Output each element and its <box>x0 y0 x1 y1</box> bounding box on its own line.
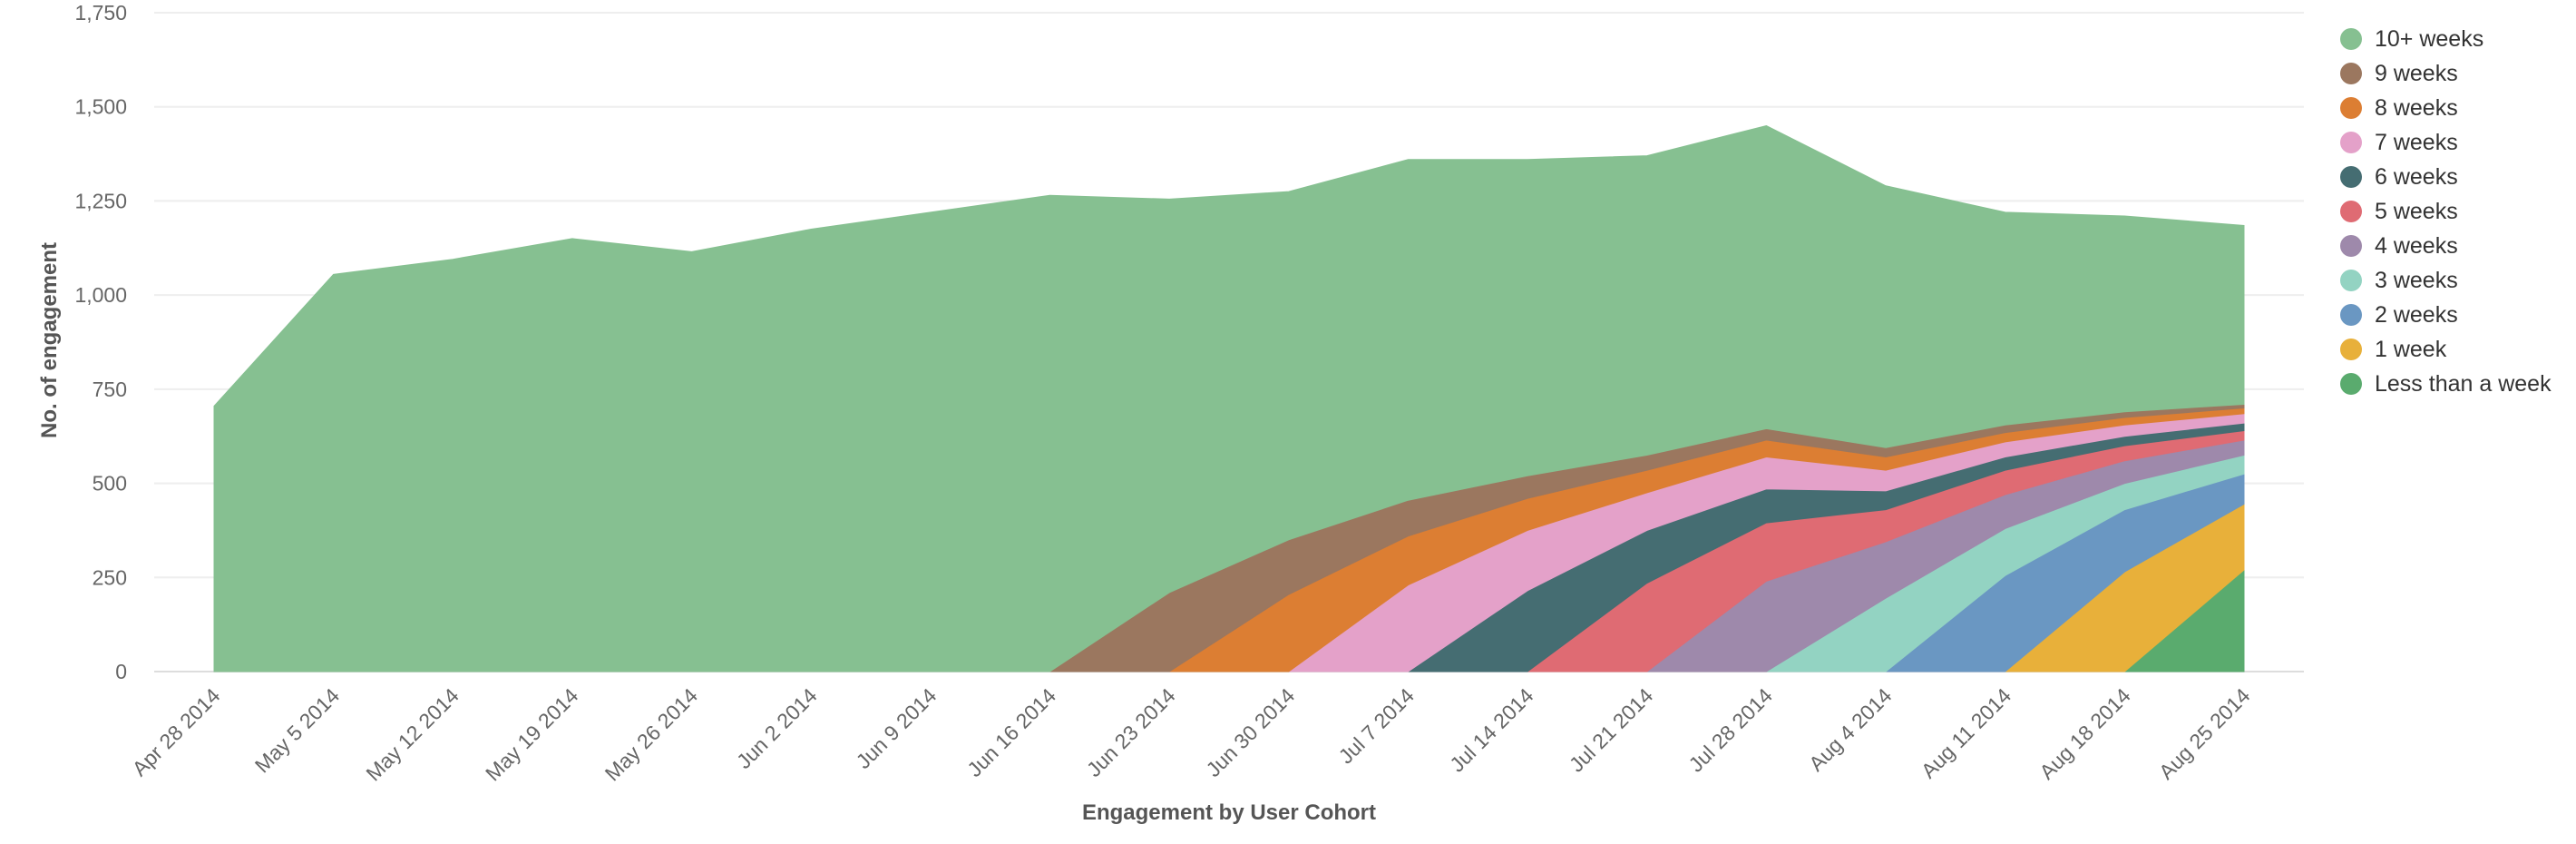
y-axis-ticks: 0 250 500 750 1,000 1,250 1,500 1,750 <box>74 1 127 683</box>
area-series-10-weeks[interactable] <box>213 124 2245 672</box>
legend-label: 6 weeks <box>2375 163 2458 190</box>
legend-label: 10+ weeks <box>2375 25 2484 52</box>
x-tick-label: May 26 2014 <box>600 683 703 786</box>
y-axis-title: No. of engagement <box>37 242 62 438</box>
area-layer <box>213 124 2245 672</box>
x-tick-label: May 5 2014 <box>250 683 345 778</box>
y-tick-label: 750 <box>93 378 127 401</box>
x-tick-label: Jun 23 2014 <box>1082 683 1180 781</box>
x-tick-label: Jun 30 2014 <box>1201 683 1299 781</box>
y-tick-label: 0 <box>115 660 127 683</box>
legend-label: 8 weeks <box>2375 94 2458 121</box>
legend-swatch <box>2340 304 2362 326</box>
legend-label: 4 weeks <box>2375 232 2458 259</box>
legend-label: 5 weeks <box>2375 198 2458 224</box>
y-tick-label: 1,500 <box>74 95 127 119</box>
legend-swatch <box>2340 97 2362 119</box>
y-tick-label: 1,000 <box>74 283 127 307</box>
x-tick-label: May 19 2014 <box>481 683 583 786</box>
legend-item[interactable]: 9 weeks <box>2340 56 2552 91</box>
x-tick-label: Apr 28 2014 <box>128 683 225 780</box>
y-tick-label: 1,750 <box>74 1 127 25</box>
legend-label: 1 week <box>2375 336 2447 362</box>
legend-item[interactable]: Less than a week <box>2340 367 2552 401</box>
x-tick-label: Jun 9 2014 <box>852 683 942 773</box>
legend-item[interactable]: 4 weeks <box>2340 229 2552 263</box>
x-tick-label: Aug 18 2014 <box>2034 683 2135 784</box>
legend-item[interactable]: 7 weeks <box>2340 125 2552 160</box>
legend-swatch <box>2340 63 2362 84</box>
legend-label: 3 weeks <box>2375 267 2458 293</box>
x-tick-label: Jun 16 2014 <box>962 683 1060 781</box>
legend-item[interactable]: 8 weeks <box>2340 91 2552 125</box>
legend-swatch <box>2340 166 2362 188</box>
legend-label: 9 weeks <box>2375 60 2458 86</box>
y-tick-label: 1,250 <box>74 189 127 212</box>
x-tick-label: Jul 14 2014 <box>1445 683 1538 777</box>
legend-label: Less than a week <box>2375 370 2552 397</box>
legend-item[interactable]: 2 weeks <box>2340 298 2552 332</box>
legend: 10+ weeks 9 weeks 8 weeks 7 weeks 6 weeks 5 w… <box>2340 22 2552 401</box>
x-tick-label: Jun 2 2014 <box>732 683 822 773</box>
x-tick-label: May 12 2014 <box>361 683 463 786</box>
y-tick-label: 250 <box>93 565 127 589</box>
legend-item[interactable]: 5 weeks <box>2340 194 2552 229</box>
legend-swatch <box>2340 339 2362 360</box>
legend-swatch <box>2340 28 2362 50</box>
legend-label: 7 weeks <box>2375 129 2458 155</box>
legend-item[interactable]: 6 weeks <box>2340 160 2552 194</box>
x-tick-label: Aug 25 2014 <box>2154 683 2255 784</box>
x-tick-label: Aug 11 2014 <box>1917 683 2016 783</box>
legend-swatch <box>2340 270 2362 291</box>
x-axis-title: Engagement by User Cohort <box>1082 800 1376 825</box>
legend-item[interactable]: 1 week <box>2340 332 2552 367</box>
legend-label: 2 weeks <box>2375 301 2458 328</box>
legend-item[interactable]: 10+ weeks <box>2340 22 2552 56</box>
x-tick-label: Jul 21 2014 <box>1565 683 1658 777</box>
y-tick-label: 500 <box>93 472 127 496</box>
x-tick-label: Aug 4 2014 <box>1804 683 1897 776</box>
legend-swatch <box>2340 132 2362 153</box>
x-tick-label: Jul 7 2014 <box>1334 683 1420 769</box>
x-axis-ticks: Apr 28 2014 May 5 2014 May 12 2014 May 19 2… <box>128 683 2255 786</box>
legend-swatch <box>2340 201 2362 222</box>
legend-item[interactable]: 3 weeks <box>2340 263 2552 298</box>
legend-swatch <box>2340 373 2362 395</box>
legend-swatch <box>2340 235 2362 257</box>
x-tick-label: Jul 28 2014 <box>1683 683 1777 777</box>
